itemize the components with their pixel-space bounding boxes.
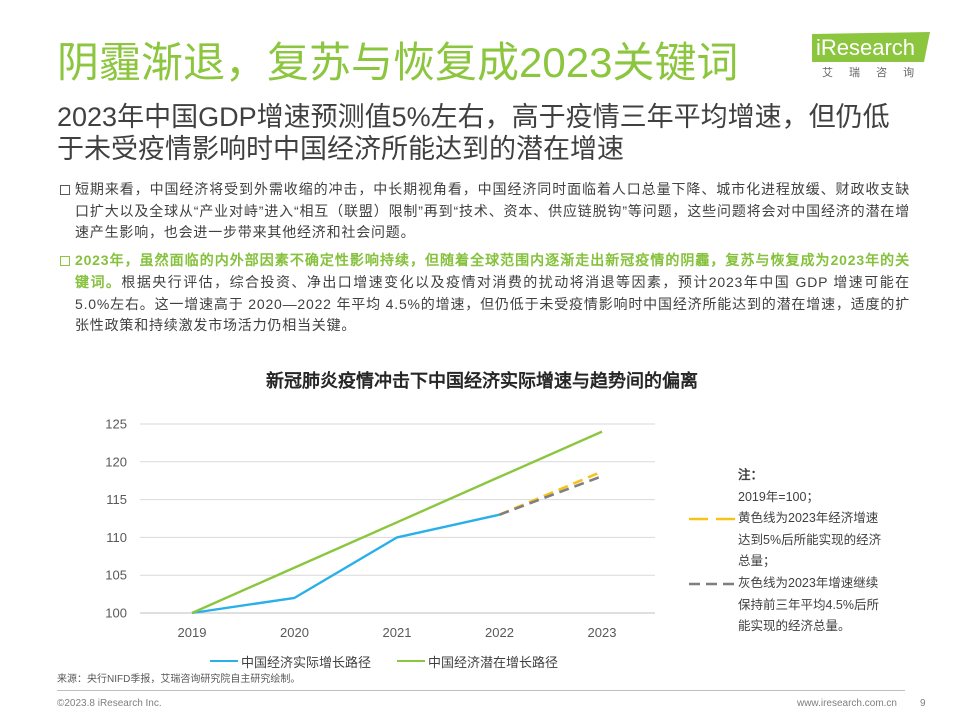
actual-growth-line [191, 513, 500, 615]
legend-item-actual: 中国经济实际增长路径 [210, 651, 371, 671]
x-tick-label: 2022 [485, 625, 514, 640]
bullet-item: 短期来看，中国经济将受到外需收缩的冲击，中长期视角看，中国经济同时面临着人口总量… [57, 179, 910, 244]
note-text: 黄色线为2023年经济增速达到5%后所能实现的经济总量； [738, 511, 882, 569]
legend-label: 中国经济实际增长路径 [241, 654, 372, 670]
legend-item-potential: 中国经济潜在增长路径 [397, 651, 558, 671]
chart-title: 新冠肺炎疫情冲击下中国经济实际增速与趋势间的偏离 [266, 371, 698, 391]
x-tick-label: 2019 [178, 625, 207, 640]
note-text: 灰色线为2023年增速继续保持前三年平均4.5%后所能实现的经济总量。 [738, 575, 879, 634]
note-item-yellow: 黄色线为2023年经济增速达到5%后所能实现的经济总量； [689, 508, 883, 573]
y-tick-label: 110 [106, 530, 127, 545]
bullet-text: 短期来看，中国经济将受到外需收缩的冲击，中长期视角看，中国经济同时面临着人口总量… [75, 181, 910, 241]
x-tick-label: 2023 [588, 625, 617, 640]
forecast-4-5pct-gray-line [499, 474, 603, 516]
page-number: 9 [920, 698, 926, 709]
legend-swatch-green-line [397, 659, 425, 663]
chart-note: 注： 2019年=100； 黄色线为2023年经济增速达到5%后所能实现的经济总… [689, 465, 883, 638]
y-tick-label: 120 [105, 454, 127, 469]
y-tick-label: 100 [105, 606, 127, 621]
footer-copyright: ©2023.8 iResearch Inc. [57, 698, 162, 709]
page-subtitle: 2023年中国GDP增速预测值5%左右，高于疫情三年平均增速，但仍低于未受疫情影… [57, 102, 890, 164]
square-bullet-icon [60, 256, 70, 267]
y-tick-label: 125 [105, 417, 127, 432]
y-tick-label: 115 [106, 492, 127, 507]
yellow-dash-legend-icon [689, 517, 735, 521]
bullet-highlight-text: 2023年，虽然面临的内外部因素不确定性影响持续，但随着全球范围内逐渐走出新冠疫… [75, 252, 910, 290]
gray-dash-legend-icon [689, 582, 735, 586]
square-bullet-icon [60, 185, 70, 195]
note-base: 2019年=100； [738, 489, 819, 504]
y-tick-label: 105 [105, 568, 127, 583]
legend-swatch-blue-line [210, 659, 238, 663]
note-item-gray: 灰色线为2023年增速继续保持前三年平均4.5%后所能实现的经济总量。 [689, 573, 883, 638]
logo-chinese-name: 艾 瑞 咨 询 [822, 67, 921, 79]
bullet-list: 短期来看，中国经济将受到外需收缩的冲击，中长期视角看，中国经济同时面临着人口总量… [57, 179, 910, 337]
logo-mark: iResearch [812, 32, 930, 62]
line-chart: 100 105 110 115 120 125 2019 2020 2021 2022 2023 [105, 417, 655, 640]
page-title: 阴霾渐退，复苏与恢复成2023关键词 [57, 39, 739, 86]
x-tick-label: 2021 [383, 625, 412, 640]
brand-logo: iResearch 艾 瑞 咨 询 [812, 32, 930, 82]
logo-wordmark: iResearch [816, 35, 915, 60]
source-note: 来源：央行NIFD季报，艾瑞咨询研究院自主研究绘制。 [57, 674, 301, 685]
note-heading: 注： [738, 468, 764, 482]
potential-growth-line [191, 430, 603, 615]
bullet-item-highlight: 2023年，虽然面临的内外部因素不确定性影响持续，但随着全球范围内逐渐走出新冠疫… [57, 250, 910, 337]
x-tick-label: 2020 [280, 625, 309, 640]
chart-area: 100 105 110 115 120 125 2019 2020 2021 2022 2023 [90, 405, 670, 650]
bullet-text: 根据央行评估，综合投资、净出口增速变化以及疫情对消费的扰动将消退等因素，预计20… [75, 273, 910, 334]
legend-label: 中国经济潜在增长路径 [428, 654, 559, 670]
footer-divider [57, 690, 905, 691]
footer-website: www.iresearch.com.cn [796, 698, 897, 709]
